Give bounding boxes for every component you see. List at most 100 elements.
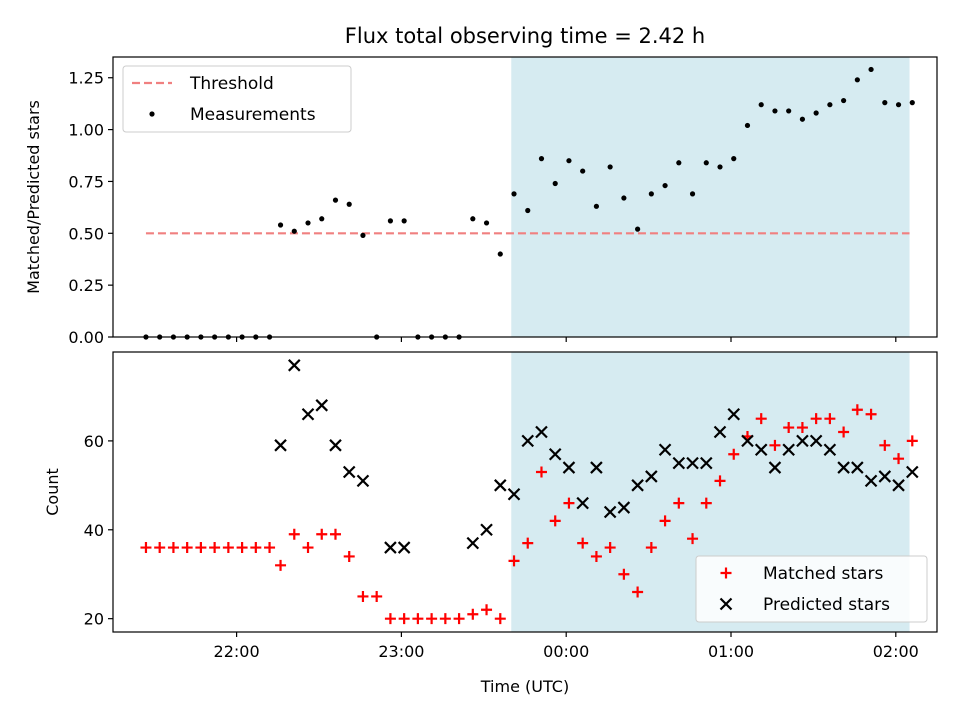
predicted-star-point	[796, 434, 809, 448]
measurement-point	[676, 160, 682, 166]
measurement-point	[841, 97, 847, 104]
matched-star-point	[563, 497, 575, 509]
matched-star-point	[371, 590, 383, 602]
measurement-point	[305, 220, 311, 226]
matched-star-point	[673, 497, 685, 509]
predicted-star-point	[686, 456, 699, 470]
predicted-star-point	[768, 461, 782, 474]
predicted-star-point	[700, 456, 713, 470]
legend-matched-swatch	[720, 567, 732, 579]
measurement-point	[909, 100, 915, 106]
measurement-point	[854, 77, 860, 83]
measurement-point	[827, 102, 833, 108]
measurement-point	[882, 100, 888, 106]
predicted-star-point	[590, 461, 603, 474]
legend-threshold-label: Threshold	[189, 74, 274, 94]
xtick-label: 01:00	[708, 642, 754, 661]
measurement-point	[497, 251, 503, 257]
measurement-point	[717, 164, 723, 170]
matched-star-point	[522, 537, 534, 549]
xtick-label: 23:00	[378, 642, 424, 661]
predicted-star-point	[782, 443, 795, 457]
matched-star-point	[535, 466, 547, 478]
predicted-star-point	[906, 465, 919, 479]
measurement-point	[511, 191, 517, 197]
matched-star-point	[590, 550, 602, 562]
measurement-point	[580, 168, 586, 174]
predicted-star-point	[480, 523, 493, 537]
top-ytick-label: 1.00	[68, 121, 104, 140]
predicted-star-point	[878, 470, 892, 483]
matched-star-point	[645, 542, 657, 554]
predicted-star-point	[576, 496, 589, 510]
measurement-point	[483, 220, 490, 226]
predicted-star-point	[397, 541, 411, 554]
bottom-legend: Matched stars Predicted stars	[695, 555, 928, 623]
measurement-point	[566, 158, 572, 164]
top-shaded-region	[511, 57, 910, 337]
predicted-star-point	[494, 479, 507, 492]
matched-star-point	[453, 613, 465, 625]
matched-star-point	[796, 422, 808, 434]
measurement-point	[772, 108, 778, 114]
measurement-point	[607, 164, 613, 170]
predicted-star-point	[562, 461, 576, 474]
matched-star-point	[275, 559, 287, 571]
measurement-point	[799, 116, 806, 122]
matched-star-point	[659, 515, 671, 527]
bottom-legend-box	[695, 555, 928, 623]
predicted-star-point	[356, 474, 370, 488]
top-ytick-label: 1.25	[68, 69, 104, 88]
measurement-point	[744, 122, 751, 129]
predicted-star-point	[823, 443, 837, 457]
measurement-point	[758, 102, 764, 108]
measurement-point	[552, 180, 558, 187]
matched-star-point	[494, 613, 506, 625]
measurement-point	[689, 191, 696, 197]
xtick-label: 02:00	[873, 642, 919, 661]
measurement-point	[593, 203, 600, 209]
matched-star-point	[851, 404, 863, 416]
matched-star-point	[329, 528, 341, 540]
matched-star-point	[824, 413, 836, 425]
measurement-point	[277, 222, 284, 228]
matched-star-point	[222, 542, 234, 554]
measurement-point	[319, 216, 325, 222]
matched-star-point	[426, 613, 438, 625]
matched-star-point	[893, 453, 905, 465]
measurement-point	[662, 182, 668, 189]
top-ytick-label: 0.00	[68, 328, 104, 347]
predicted-star-point	[288, 359, 301, 372]
matched-star-point	[906, 435, 918, 447]
matched-star-point	[604, 542, 616, 554]
matched-star-point	[209, 542, 221, 554]
bottom-plot-frame	[112, 351, 938, 633]
predicted-star-point	[329, 439, 342, 452]
matched-star-point	[195, 542, 207, 554]
top-legend: Threshold Measurements	[122, 65, 352, 133]
predicted-star-point	[727, 407, 741, 421]
measurement-point	[346, 201, 352, 207]
measurement-point	[635, 226, 641, 232]
predicted-star-point	[466, 536, 480, 550]
matched-star-point	[481, 604, 493, 616]
measurement-point	[703, 160, 709, 166]
measurement-point	[470, 216, 476, 222]
matched-star-point	[838, 426, 850, 438]
measurement-point	[813, 110, 819, 116]
bottom-y-axis-label: Count	[43, 468, 62, 516]
matched-star-point	[879, 439, 891, 451]
xtick-label: 22:00	[214, 642, 260, 661]
chart-title: Flux total observing time = 2.42 h	[345, 24, 705, 48]
matched-star-point	[467, 608, 479, 620]
measurement-point	[401, 218, 407, 224]
predicted-star-point	[274, 439, 287, 452]
measurement-point	[538, 156, 545, 162]
matched-star-point	[154, 542, 166, 554]
bottom-ytick-label: 40	[84, 521, 104, 540]
matched-star-point	[250, 542, 262, 554]
predicted-star-point	[315, 399, 329, 412]
legend-measurements-swatch	[149, 111, 155, 117]
measurement-point	[360, 232, 366, 238]
measurement-point	[648, 191, 654, 197]
